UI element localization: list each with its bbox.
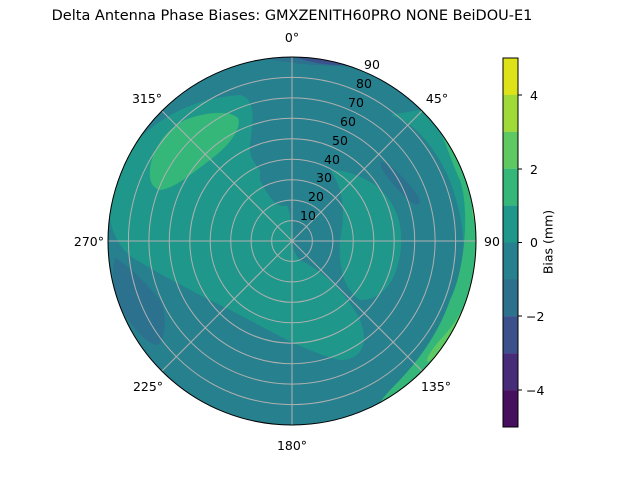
colorbar: 4 2 0 −2 −4 xyxy=(502,57,544,428)
colorbar-label: Bias (mm) xyxy=(540,209,556,275)
theta-label-45: 45° xyxy=(426,91,448,106)
theta-label-270: 270° xyxy=(74,234,104,249)
r-label-90: 90 xyxy=(364,57,380,72)
theta-label-135: 135° xyxy=(421,379,451,394)
r-label-50: 50 xyxy=(332,133,348,148)
theta-label-0: 0° xyxy=(285,30,299,45)
theta-label-315: 315° xyxy=(132,91,162,106)
chart-title: Delta Antenna Phase Biases: GMXZENITH60P… xyxy=(51,8,533,24)
r-label-80: 80 xyxy=(356,76,372,91)
cb-tick-0: 0 xyxy=(530,235,538,250)
cb-tick-neg4: −4 xyxy=(526,383,544,398)
r-label-40: 40 xyxy=(324,152,340,167)
theta-label-225: 225° xyxy=(133,379,163,394)
cb-tick-neg2: −2 xyxy=(526,309,544,324)
angular-grid xyxy=(108,57,476,425)
r-label-70: 70 xyxy=(348,95,364,110)
cb-tick-2: 2 xyxy=(530,162,538,177)
theta-label-90: 90 xyxy=(484,234,500,249)
theta-label-180: 180° xyxy=(277,438,307,453)
r-label-20: 20 xyxy=(308,189,324,204)
r-label-60: 60 xyxy=(340,114,356,129)
r-label-30: 30 xyxy=(316,170,332,185)
r-label-10: 10 xyxy=(300,208,316,223)
polar-frame xyxy=(107,56,477,426)
cb-tick-4: 4 xyxy=(530,88,538,103)
